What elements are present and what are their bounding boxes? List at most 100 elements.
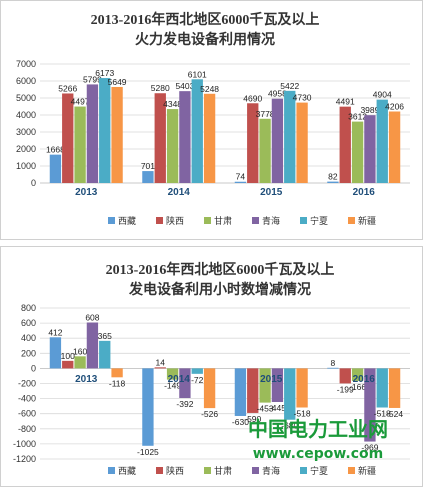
y-tick-label: -800 bbox=[18, 424, 36, 434]
data-label: 74 bbox=[236, 172, 246, 182]
data-label: 160 bbox=[73, 346, 87, 356]
data-label: 1668 bbox=[46, 145, 65, 155]
data-label: -590 bbox=[244, 414, 261, 424]
bar bbox=[364, 115, 376, 183]
data-label: 6173 bbox=[95, 68, 114, 78]
data-label: 701 bbox=[141, 161, 155, 171]
y-tick-label: 1000 bbox=[16, 161, 36, 171]
bar bbox=[271, 368, 284, 402]
bar bbox=[339, 106, 351, 183]
bar bbox=[388, 368, 401, 408]
data-label: -630 bbox=[232, 417, 249, 427]
category-label: 2013 bbox=[75, 187, 98, 198]
data-label: 5248 bbox=[200, 84, 219, 94]
category-label: 2016 bbox=[353, 187, 376, 198]
data-label: 3989 bbox=[360, 105, 379, 115]
legend-swatch bbox=[204, 467, 211, 474]
bar bbox=[154, 93, 166, 183]
bar bbox=[166, 368, 179, 380]
bar bbox=[142, 368, 154, 446]
legend-label: 甘肃 bbox=[214, 465, 232, 476]
data-label: -118 bbox=[109, 378, 126, 388]
bar bbox=[271, 98, 284, 183]
data-label: 4958 bbox=[268, 89, 287, 99]
category-label: 2015 bbox=[260, 187, 283, 198]
bar bbox=[86, 322, 99, 369]
data-label: 82 bbox=[328, 172, 338, 182]
bar bbox=[259, 118, 271, 183]
data-label: -526 bbox=[201, 409, 218, 419]
data-label: 4730 bbox=[293, 93, 312, 103]
legend-label: 新疆 bbox=[358, 215, 376, 226]
y-tick-label: 4000 bbox=[16, 110, 36, 120]
bar bbox=[179, 91, 191, 183]
bar bbox=[179, 368, 191, 398]
plot-area-utilization: 0 1000 2000 3000 4000 5000 6000 7000 1668 5266 449… bbox=[16, 59, 410, 226]
data-label: 100 bbox=[61, 351, 75, 361]
data-label: -969 bbox=[361, 443, 378, 453]
legend-label: 宁夏 bbox=[310, 465, 328, 476]
y-tick-label: -400 bbox=[18, 394, 36, 404]
data-label: 4491 bbox=[336, 97, 355, 107]
bar bbox=[247, 103, 259, 183]
bar bbox=[111, 368, 123, 378]
chart-title-line2: 火力发电设备利用情况 bbox=[135, 31, 275, 48]
chart-title-line2: 发电设备利用小时数增减情况 bbox=[128, 281, 311, 298]
bar bbox=[86, 84, 99, 183]
data-label: 3778 bbox=[256, 109, 275, 119]
bar bbox=[166, 109, 179, 183]
data-label: 412 bbox=[48, 327, 62, 337]
bar bbox=[296, 368, 308, 408]
bar bbox=[99, 78, 111, 183]
y-tick-label: 800 bbox=[21, 303, 36, 313]
y-tick-label: 400 bbox=[21, 333, 36, 343]
y-tick-label: 600 bbox=[21, 318, 36, 328]
category-label: 2014 bbox=[168, 374, 191, 385]
y-tick-label: -1000 bbox=[13, 439, 36, 449]
data-label: 14 bbox=[156, 357, 166, 367]
bar bbox=[74, 106, 86, 183]
data-label: 8 bbox=[331, 358, 336, 368]
y-tick-label: 3000 bbox=[16, 127, 36, 137]
data-label: 4348 bbox=[163, 99, 182, 109]
data-label: -199 bbox=[337, 384, 354, 394]
data-label: -524 bbox=[386, 409, 403, 419]
bar bbox=[99, 340, 111, 369]
bar bbox=[296, 102, 308, 183]
category-label: 2015 bbox=[260, 374, 283, 385]
legend-swatch bbox=[108, 217, 115, 224]
watermark-text: 中国电力工业网 bbox=[248, 417, 388, 441]
data-label: 5266 bbox=[58, 83, 77, 93]
chart-change-svg: 2013-2016年西北地区6000千瓦及以上 发电设备利用小时数增减情况 80… bbox=[0, 246, 423, 487]
chart-panel-change: 2013-2016年西北地区6000千瓦及以上 发电设备利用小时数增减情况 80… bbox=[0, 246, 423, 487]
data-label: 5422 bbox=[280, 81, 299, 91]
y-tick-label: 0 bbox=[31, 178, 36, 188]
bar bbox=[284, 90, 296, 183]
y-tick-label: -200 bbox=[18, 379, 36, 389]
chart-panel-utilization: 2013-2016年西北地区6000千瓦及以上 火力发电设备利用情况 0 1000… bbox=[0, 0, 423, 240]
bar bbox=[388, 111, 401, 183]
y-tick-label: 2000 bbox=[16, 144, 36, 154]
data-label: 4904 bbox=[373, 90, 392, 100]
legend-swatch bbox=[348, 217, 355, 224]
data-label: 6101 bbox=[188, 69, 207, 79]
bar bbox=[62, 360, 74, 369]
category-label: 2014 bbox=[168, 187, 191, 198]
legend-label: 青海 bbox=[262, 465, 280, 476]
bar bbox=[234, 181, 247, 183]
bar bbox=[234, 368, 247, 416]
data-label: 5649 bbox=[108, 77, 127, 87]
bar bbox=[203, 368, 216, 409]
legend-swatch bbox=[204, 217, 211, 224]
y-tick-label: 0 bbox=[31, 363, 36, 373]
bar bbox=[62, 93, 74, 183]
bar bbox=[247, 368, 259, 413]
data-label: -518 bbox=[294, 409, 311, 419]
legend-label: 陕西 bbox=[166, 215, 184, 226]
bar bbox=[191, 368, 203, 374]
bar bbox=[376, 99, 388, 183]
bar bbox=[327, 367, 339, 369]
data-label: 3612 bbox=[348, 112, 367, 122]
legend-label: 甘肃 bbox=[214, 215, 232, 226]
data-label: -166 bbox=[349, 382, 366, 392]
